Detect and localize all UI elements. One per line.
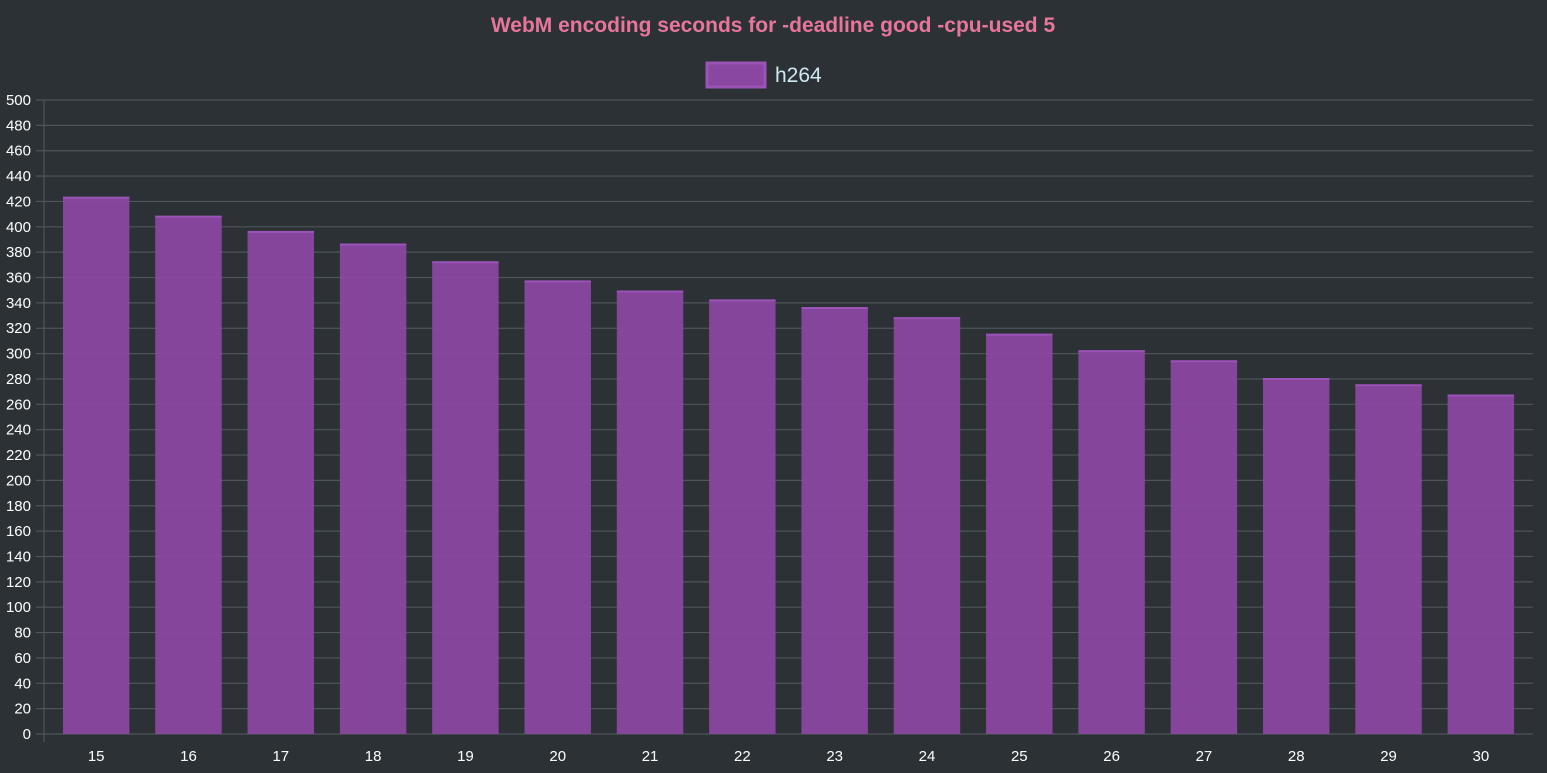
y-tick-label: 480 [6, 117, 31, 134]
x-tick-label: 21 [642, 748, 659, 765]
y-tick-label: 40 [14, 675, 31, 692]
y-tick-label: 360 [6, 270, 31, 287]
x-tick-label: 20 [549, 748, 566, 765]
y-tick-label: 440 [6, 168, 31, 185]
bar-16[interactable] [155, 216, 222, 734]
x-axis-ticks: 15 16 17 18 19 20 21 22 23 24 25 26 27 28 29 30 [88, 748, 1489, 765]
x-tick-label: 26 [1103, 748, 1120, 765]
y-tick-label: 220 [6, 447, 31, 464]
y-tick-label: 80 [14, 625, 31, 642]
legend-label-h264[interactable]: h264 [775, 64, 822, 87]
y-tick-label: 400 [6, 219, 31, 236]
x-tick-label: 28 [1288, 748, 1305, 765]
y-tick-label: 380 [6, 244, 31, 261]
legend[interactable]: h264 [705, 61, 822, 89]
y-tick-label: 180 [6, 498, 31, 515]
x-tick-label: 22 [734, 748, 751, 765]
bar-27[interactable] [1170, 361, 1238, 734]
y-axis-ticks: 0 20 40 60 80 100 120 140 160 180 200 220 240 260 280 3… [6, 92, 31, 743]
bar-22[interactable] [709, 300, 776, 734]
bar-30[interactable] [1447, 395, 1515, 734]
y-tick-label: 240 [6, 422, 31, 439]
bar-18[interactable] [339, 244, 407, 734]
x-tick-label: 19 [457, 748, 474, 765]
bar-23[interactable] [801, 307, 868, 734]
y-tick-label: 200 [6, 472, 31, 489]
y-tick-label: 300 [6, 346, 31, 363]
x-tick-label: 18 [365, 748, 382, 765]
y-tick-label: 420 [6, 193, 31, 210]
y-tick-label: 340 [6, 295, 31, 312]
bar-20[interactable] [524, 281, 591, 734]
bar-25[interactable] [986, 334, 1053, 734]
y-tick-label: 100 [6, 599, 31, 616]
bar-19[interactable] [432, 262, 499, 734]
y-tick-label: 0 [23, 726, 31, 743]
y-tick-label: 140 [6, 548, 31, 565]
y-tick-label: 120 [6, 574, 31, 591]
x-tick-label: 27 [1196, 748, 1213, 765]
y-tick-label: 280 [6, 371, 31, 388]
bar-15[interactable] [62, 197, 130, 735]
x-tick-label: 17 [272, 748, 289, 765]
x-tick-label: 30 [1473, 748, 1490, 765]
bars [62, 196, 1515, 735]
y-tick-label: 60 [14, 650, 31, 667]
bar-26[interactable] [1078, 351, 1145, 734]
x-tick-label: 15 [88, 748, 105, 765]
x-tick-label: 25 [1011, 748, 1028, 765]
y-tick-label: 260 [6, 396, 31, 413]
x-tick-label: 24 [919, 748, 936, 765]
y-tick-label: 160 [6, 523, 31, 540]
y-tick-label: 500 [6, 92, 31, 109]
bar-29[interactable] [1355, 385, 1422, 734]
x-tick-label: 29 [1380, 748, 1397, 765]
chart-title: WebM encoding seconds for -deadline good… [491, 14, 1056, 37]
y-tick-label: 320 [6, 320, 31, 337]
legend-swatch-h264[interactable] [705, 61, 767, 89]
x-tick-label: 16 [180, 748, 197, 765]
bar-24[interactable] [893, 318, 961, 734]
bar-28[interactable] [1262, 378, 1330, 734]
y-tick-label: 20 [14, 701, 31, 718]
bar-17[interactable] [247, 231, 315, 734]
bar-21[interactable] [616, 291, 684, 734]
x-tick-label: 23 [826, 748, 843, 765]
y-tick-label: 460 [6, 143, 31, 160]
